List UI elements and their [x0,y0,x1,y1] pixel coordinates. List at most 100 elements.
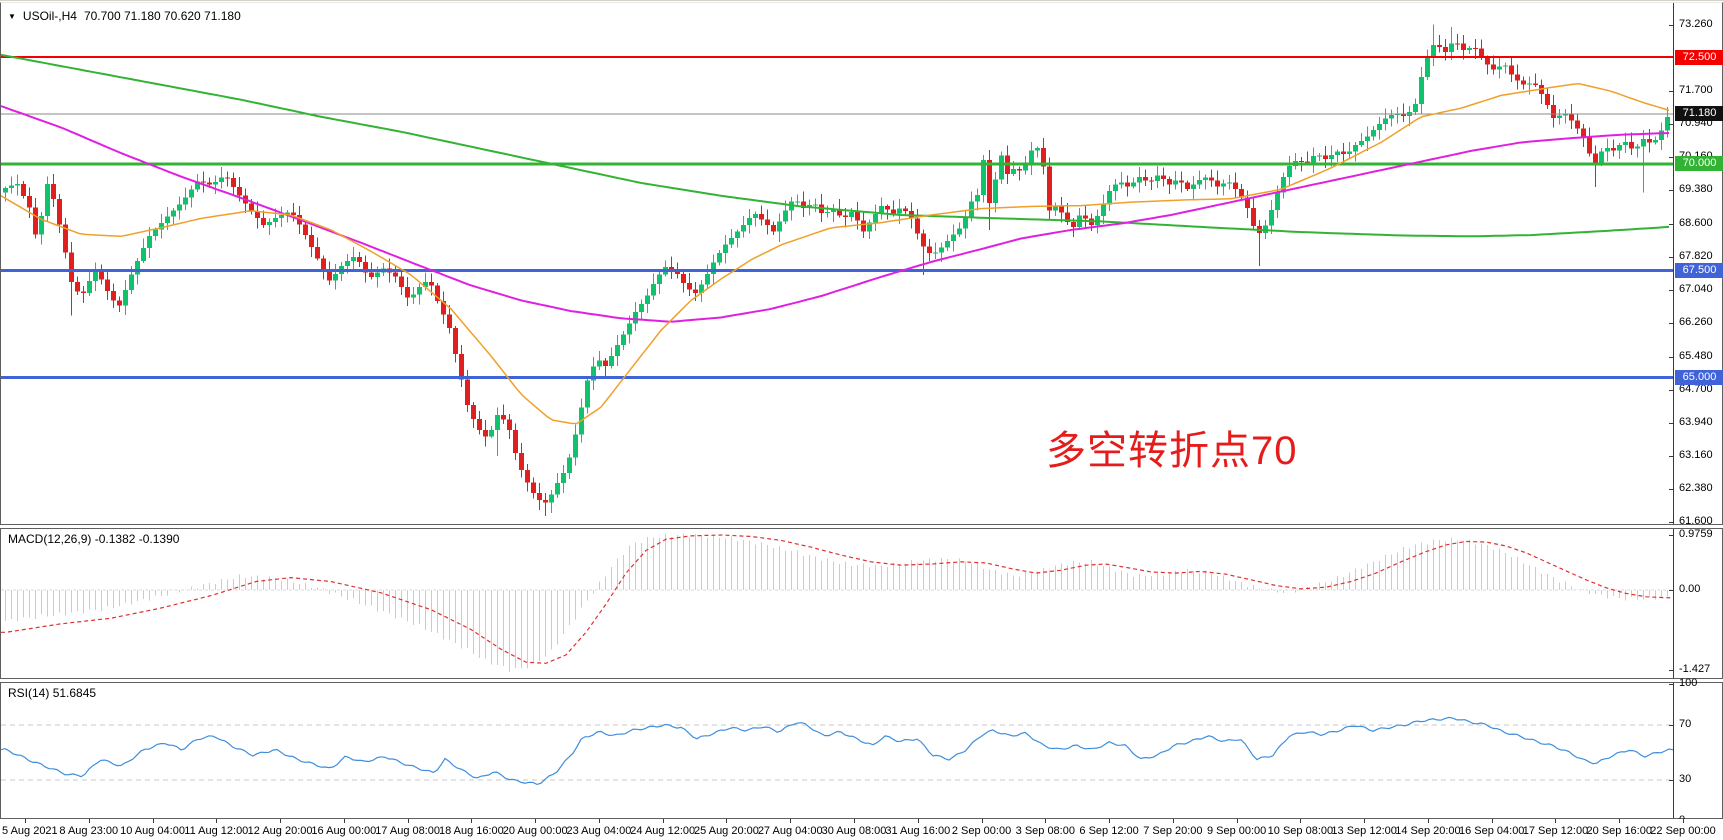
level-price-badge: 67.500 [1675,263,1723,278]
time-axis-tick [535,819,537,823]
time-axis-tick [1555,819,1557,823]
time-axis-label: 25 Aug 20:00 [694,825,759,837]
time-axis-tick [1045,819,1047,823]
time-axis-tick [1364,819,1366,823]
time-axis-label: 30 Aug 08:00 [821,825,887,837]
time-axis-label: 18 Aug 16:00 [438,825,504,837]
time-axis-label: 20 Sep 16:00 [1586,825,1652,837]
macd-values: -0.1382 -0.1390 [94,532,180,546]
time-axis-label: 2 Sep 00:00 [951,825,1012,837]
symbol-dropdown[interactable]: ▼ USOil-,H4 70.700 71.180 70.620 71.180 [8,9,241,23]
price-axis-label: 63.160 [1679,448,1713,461]
rsi-chart[interactable] [1,683,1723,818]
time-axis-label: 31 Aug 16:00 [885,825,951,837]
price-axis-tick [1669,455,1673,457]
price-axis-tick [1669,522,1673,524]
rsi-axis-tick [1669,683,1673,685]
time-axis-tick [1172,819,1174,823]
symbol-label: USOil-,H4 [22,9,77,23]
price-axis-label: 65.480 [1679,349,1713,362]
price-axis-label: 73.260 [1679,17,1713,30]
macd-name: MACD(12,26,9) [8,532,92,546]
price-axis-tick [1669,190,1673,192]
price-axis-tick [1669,422,1673,424]
time-axis-tick [1491,819,1493,823]
time-axis-tick [662,819,664,823]
price-axis-tick [1669,290,1673,292]
time-axis-tick [917,819,919,823]
price-axis-label: 61.600 [1679,515,1713,528]
time-axis-label: 13 Sep 12:00 [1331,825,1397,837]
ma-mid [1,105,1670,323]
time-axis-label: 16 Sep 04:00 [1458,825,1525,837]
time-axis-tick [88,819,90,823]
time-axis-label: 8 Aug 23:00 [59,825,119,837]
rsi-axis-label: 30 [1679,772,1692,785]
time-axis-tick [1427,819,1429,823]
macd-label: MACD(12,26,9) -0.1382 -0.1390 [8,532,179,546]
time-axis-label: 7 Sep 20:00 [1143,825,1203,837]
time-axis-label: 5 Aug 2021 [2,825,58,837]
time-axis-tick [1683,819,1685,823]
rsi-label: RSI(14) 51.6845 [8,686,96,700]
time-axis-label: 16 Aug 00:00 [311,825,377,837]
price-axis-tick [1669,489,1673,491]
moving-averages-layer [1,53,1670,425]
rsi-line [1,716,1674,786]
price-axis-tick [1669,356,1673,358]
time-axis-tick [280,819,282,823]
price-axis-tick [1669,123,1673,125]
time-axis-tick [1236,819,1238,823]
time-axis-label: 27 Aug 04:00 [757,825,823,837]
candlestick-chart[interactable] [1,3,1723,524]
dropdown-triangle-icon: ▼ [8,11,16,21]
price-axis-tick [1669,323,1673,325]
price-axis-tick [1669,24,1673,26]
time-axis-tick [1619,819,1621,823]
level-price-badge: 65.000 [1675,369,1723,385]
macd-histogram-layer [5,533,1668,672]
time-axis[interactable]: 5 Aug 2021 8 Aug 23:00 10 Aug 04:00 11 Aug … [0,819,1723,840]
macd-indicator-panel[interactable]: MACD(12,26,9) -0.1382 -0.1390 0.9759 0.00… [0,528,1723,679]
macd-chart[interactable] [1,529,1723,678]
level-price-badge: 70.000 [1675,156,1723,172]
price-chart-panel[interactable]: ▼ USOil-,H4 70.700 71.180 70.620 71.180 … [0,2,1723,528]
time-axis-label: 20 Aug 00:00 [502,825,568,837]
chart-annotation-text: 多空转折点70 [1046,429,1298,473]
time-axis-tick [854,819,855,823]
price-axis-label: 66.260 [1679,316,1713,329]
ma-slow [1,53,1670,238]
time-axis-tick [471,819,473,823]
time-axis-tick [1300,819,1302,823]
time-axis-label: 23 Aug 04:00 [566,825,632,837]
macd-axis-border [1673,529,1674,678]
price-axis-label: 67.040 [1679,283,1713,296]
ma-fast [1,82,1670,425]
macd-axis-tick [1669,590,1673,591]
price-axis-tick [1669,390,1673,392]
price-axis-tick [1669,91,1673,93]
macd-axis-tick [1669,534,1673,536]
level-price-badge: 72.500 [1675,49,1723,65]
price-axis-label: 68.600 [1679,216,1713,229]
rsi-axis-label: 100 [1679,676,1698,689]
macd-axis-tick [1669,670,1673,672]
time-axis-label: 11 Aug 12:00 [184,825,249,837]
price-axis-label: 62.380 [1679,482,1713,495]
time-axis-label: 10 Sep 08:00 [1267,825,1334,837]
price-axis-label: 71.700 [1679,84,1713,97]
time-axis-tick [981,819,983,823]
time-axis-label: 6 Sep 12:00 [1079,825,1139,837]
rsi-axis-border [1673,683,1674,818]
horizontal-levels-layer[interactable] [1,56,1673,379]
time-axis-tick [343,819,345,823]
time-axis-label: 22 Sep 00:00 [1650,825,1716,837]
current-price-badge: 71.180 [1675,105,1723,121]
time-axis-tick [152,819,154,823]
rsi-axis-tick [1669,724,1673,726]
macd-axis-label: -1.427 [1679,663,1711,676]
rsi-indicator-panel[interactable]: RSI(14) 51.6845 10070300 [0,677,1723,826]
time-axis-tick [216,819,218,823]
price-axis-label: 69.380 [1679,183,1713,196]
